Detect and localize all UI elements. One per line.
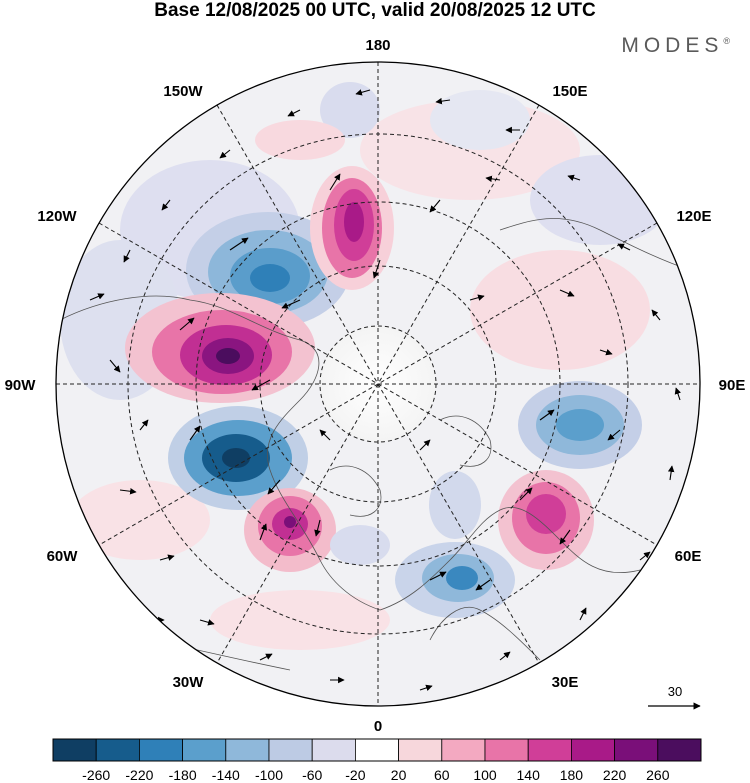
lon-label-90w: 90W [5, 377, 37, 394]
colorbar-swatch [354, 738, 399, 762]
colorbar-swatch [225, 738, 270, 762]
modes-logo: MODES® [621, 34, 730, 58]
colorbar [52, 738, 702, 762]
colorbar-swatch [268, 738, 313, 762]
colorbar-swatch [95, 738, 140, 762]
colorbar-tick-label: 260 [646, 767, 670, 783]
colorbar-swatch [484, 738, 529, 762]
colorbar-tick-label: -260 [82, 767, 111, 783]
lon-label-120e: 120E [676, 208, 711, 225]
wind-vectors [89, 89, 682, 692]
brand-name: MODES [621, 34, 724, 57]
lon-label-30e: 30E [552, 674, 579, 691]
colorbar-swatch [614, 738, 659, 762]
lon-label-120w: 120W [37, 208, 77, 225]
colorbar-swatch [398, 738, 443, 762]
colorbar-frame [52, 738, 702, 762]
colorbar-swatch [571, 738, 616, 762]
colorbar-tick-label: 20 [390, 767, 407, 783]
colorbar-swatch [527, 738, 572, 762]
colorbar-tick-label: -140 [211, 767, 240, 783]
colorbar-tick-label: -100 [254, 767, 284, 783]
reference-vector-label: 30 [668, 684, 682, 699]
colorbar-swatch [311, 738, 356, 762]
lon-label-180: 180 [365, 37, 390, 54]
colorbar-tick-label: -220 [125, 767, 154, 783]
colorbar-tick-label: -20 [345, 767, 366, 783]
lon-label-150e: 150E [552, 83, 587, 100]
lon-label-60e: 60E [675, 548, 702, 565]
lon-label-150w: 150W [163, 83, 203, 100]
colorbar-swatch [182, 738, 227, 762]
anomaly-field [56, 62, 700, 706]
colorbar-tick-label: 60 [434, 767, 450, 783]
colorbar-swatch [52, 738, 97, 762]
lon-label-0: 0 [374, 718, 382, 735]
colorbar-tick-label: 220 [602, 767, 627, 783]
colorbar-swatch [138, 738, 183, 762]
registered-mark: ® [723, 36, 730, 46]
colorbar-tick-label: 180 [559, 767, 584, 783]
colorbar-tick-label: -180 [168, 767, 197, 783]
map-title: Base 12/08/2025 00 UTC, valid 20/08/2025… [154, 0, 596, 21]
colorbar-tick-label: 100 [473, 767, 497, 783]
colorbar-tick-label: 140 [516, 767, 540, 783]
lon-label-60w: 60W [47, 548, 79, 565]
colorbar-swatch [441, 738, 486, 762]
map-boundary [55, 61, 701, 707]
lon-label-30w: 30W [173, 674, 205, 691]
colorbar-swatch [657, 738, 702, 762]
lon-label-90e: 90E [719, 377, 746, 394]
colorbar-tick-label: -60 [302, 767, 323, 783]
